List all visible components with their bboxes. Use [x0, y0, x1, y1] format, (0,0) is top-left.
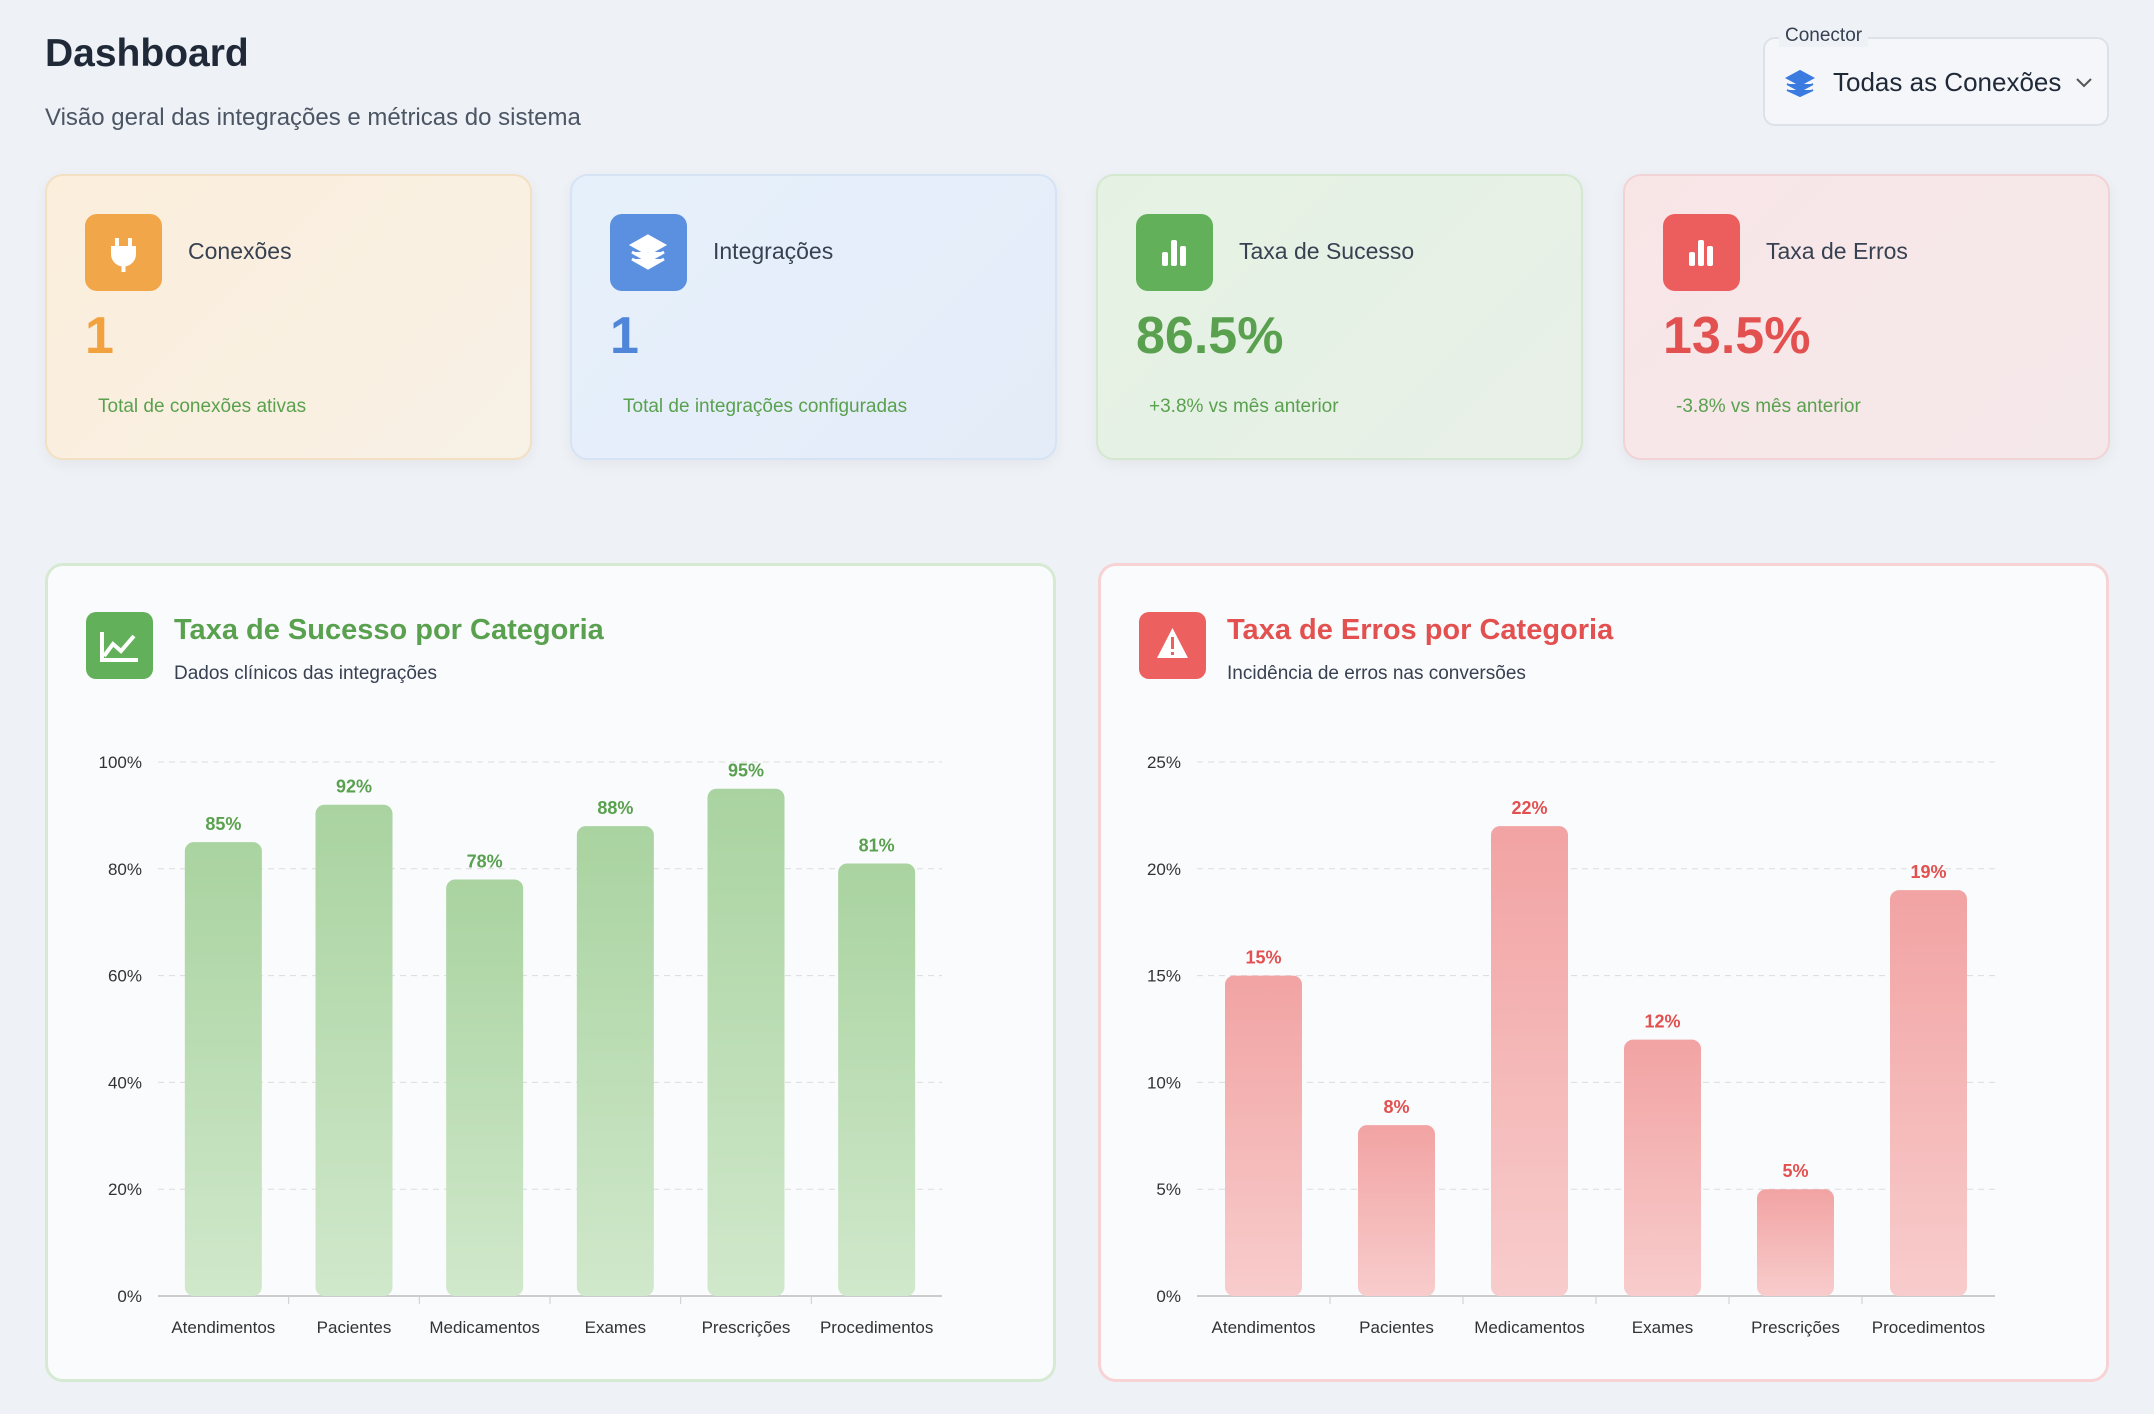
bar: [1225, 975, 1302, 1296]
bar: [184, 842, 262, 1296]
card-value: 1: [85, 307, 114, 365]
chart-subtitle: Incidência de erros nas conversões: [1227, 663, 1526, 684]
chart-subtitle: Dados clínicos das integrações: [174, 663, 437, 684]
bar: [1358, 1125, 1435, 1296]
bar: [1890, 890, 1967, 1296]
bar: [315, 804, 393, 1296]
y-tick-label: 0%: [1156, 1287, 1181, 1306]
y-tick-label: 10%: [1147, 1073, 1181, 1092]
x-tick-label: Medicamentos: [1474, 1318, 1585, 1337]
y-tick-label: 5%: [1156, 1180, 1181, 1199]
y-tick-label: 15%: [1147, 967, 1181, 986]
x-tick-label: Prescrições: [702, 1318, 791, 1337]
x-tick-label: Exames: [1632, 1318, 1693, 1337]
x-tick-label: Exames: [585, 1318, 646, 1337]
value-label: 95%: [728, 761, 764, 781]
x-tick-label: Procedimentos: [820, 1318, 933, 1337]
y-tick-label: 40%: [108, 1073, 142, 1092]
value-label: 22%: [1511, 798, 1547, 818]
x-tick-label: Procedimentos: [1872, 1318, 1985, 1337]
x-tick-label: Atendimentos: [171, 1318, 275, 1337]
bar: [1757, 1189, 1834, 1296]
y-tick-label: 20%: [108, 1180, 142, 1199]
card-value: 1: [610, 307, 639, 365]
y-tick-label: 100%: [99, 753, 142, 772]
x-tick-label: Pacientes: [317, 1318, 392, 1337]
stat-card: Taxa de Erros 13.5% -3.8% vs mês anterio…: [1623, 174, 2110, 460]
stat-card: Taxa de Sucesso 86.5% +3.8% vs mês anter…: [1096, 174, 1583, 460]
value-label: 92%: [336, 777, 372, 797]
chart-icon: [86, 612, 153, 679]
card-value: 86.5%: [1136, 307, 1284, 365]
page-subtitle: Visão geral das integrações e métricas d…: [45, 104, 581, 131]
x-tick-label: Prescrições: [1751, 1318, 1840, 1337]
bar: [1624, 1039, 1701, 1296]
x-tick-label: Atendimentos: [1212, 1318, 1316, 1337]
x-tick-label: Medicamentos: [429, 1318, 540, 1337]
y-tick-label: 80%: [108, 860, 142, 879]
x-tick-label: Pacientes: [1359, 1318, 1434, 1337]
card-icon: [1136, 214, 1213, 291]
bar: [446, 879, 524, 1296]
card-note: -3.8% vs mês anterior: [1676, 396, 1861, 417]
stat-card: Integrações 1 Total de integrações confi…: [570, 174, 1057, 460]
card-title: Taxa de Sucesso: [1239, 238, 1415, 264]
y-tick-label: 0%: [117, 1287, 142, 1306]
connector-select[interactable]: Conector Todas as Conexões: [1763, 25, 2109, 126]
y-tick-label: 60%: [108, 967, 142, 986]
card-note: +3.8% vs mês anterior: [1149, 396, 1339, 417]
stat-card: Conexões 1 Total de conexões ativas: [45, 174, 532, 460]
y-tick-label: 20%: [1147, 860, 1181, 879]
value-label: 88%: [597, 798, 633, 818]
bar: [576, 826, 654, 1296]
card-title: Integrações: [713, 238, 834, 264]
value-label: 5%: [1782, 1161, 1808, 1181]
value-label: 19%: [1910, 862, 1946, 882]
y-tick-label: 25%: [1147, 753, 1181, 772]
card-icon: [1663, 214, 1740, 291]
bar: [707, 788, 785, 1296]
value-label: 12%: [1644, 1012, 1680, 1032]
card-note: Total de conexões ativas: [98, 396, 307, 417]
select-value: Todas as Conexões: [1833, 67, 2062, 97]
value-label: 8%: [1383, 1097, 1409, 1117]
value-label: 85%: [205, 814, 241, 834]
page-title: Dashboard: [45, 32, 249, 75]
select-label: Conector: [1779, 25, 1869, 47]
chart-title: Taxa de Erros por Categoria: [1227, 614, 1614, 646]
chart: Taxa de Erros por Categoria Incidência de…: [1139, 612, 1995, 1337]
card-icon: [85, 214, 162, 291]
card-value: 13.5%: [1663, 307, 1811, 365]
bar: [838, 863, 916, 1296]
chart-icon-glyph: [100, 632, 138, 662]
chart-title: Taxa de Sucesso por Categoria: [174, 614, 605, 646]
card-title: Taxa de Erros: [1766, 238, 1908, 264]
value-label: 81%: [859, 835, 895, 855]
value-label: 78%: [467, 851, 503, 871]
layers-icon: [1785, 69, 1815, 97]
chart: Taxa de Sucesso por Categoria Dados clíni…: [86, 612, 942, 1337]
chevron: [2076, 78, 2092, 88]
chart-panel: Taxa de Erros por Categoria Incidência de…: [1098, 563, 2109, 1382]
value-label: 15%: [1245, 948, 1281, 968]
bar: [1491, 826, 1568, 1296]
chart-panel: Taxa de Sucesso por Categoria Dados clíni…: [45, 563, 1056, 1382]
card-title: Conexões: [188, 238, 292, 264]
card-note: Total de integrações configuradas: [623, 396, 908, 417]
card-icon: [610, 214, 687, 291]
